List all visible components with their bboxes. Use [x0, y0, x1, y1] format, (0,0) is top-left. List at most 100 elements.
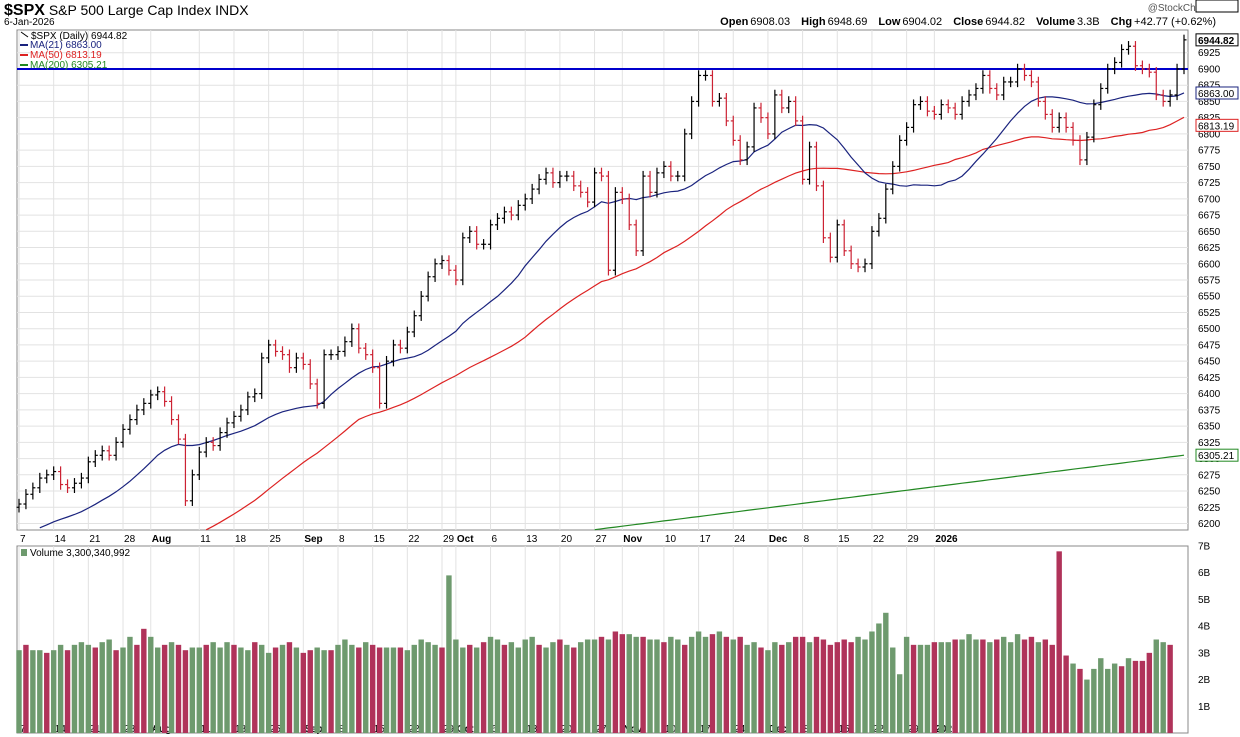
- ohlc-bar: [938, 99, 944, 120]
- ohlc-bar: [307, 359, 313, 390]
- ohlc-bar: [605, 170, 611, 276]
- low-label: Low: [878, 16, 901, 28]
- y-tick-label: 6875: [1198, 81, 1221, 92]
- ohlc-bar: [585, 187, 591, 208]
- x-tick-label: 29: [908, 534, 920, 545]
- ohlc-bar: [841, 219, 847, 256]
- volume-bar: [557, 639, 563, 733]
- y-tick-label: 6775: [1198, 146, 1221, 157]
- y-tick-label: 6225: [1198, 503, 1221, 514]
- volume-bar: [869, 631, 875, 733]
- volume-bar: [460, 647, 466, 733]
- ohlc-bar: [196, 446, 202, 480]
- volume-bar: [952, 639, 958, 733]
- volume-bar: [903, 636, 910, 733]
- volume-bar: [425, 642, 431, 733]
- ohlc-bar: [245, 391, 251, 416]
- volume-bar: [196, 647, 203, 733]
- volume-bar: [64, 650, 71, 733]
- volume-bar: [383, 647, 390, 733]
- ohlc-bar: [1008, 76, 1014, 88]
- volume-bar: [522, 639, 528, 733]
- volume-bar: [730, 639, 736, 733]
- volume-bar: [543, 647, 549, 733]
- ohlc-bar: [390, 339, 396, 367]
- volume-bar: [92, 647, 98, 733]
- ohlc-bar: [99, 445, 105, 461]
- ohlc-bar: [911, 99, 917, 133]
- ohlc-bar: [543, 167, 549, 185]
- volume-bar: [647, 639, 653, 733]
- volume-bar: [1084, 679, 1090, 733]
- last-price-tag-box: [1195, 33, 1239, 47]
- volume-bar: [640, 636, 646, 733]
- volume-bar: [369, 644, 376, 733]
- volume-bar: [57, 644, 64, 733]
- y-tick-label: 6900: [1198, 64, 1221, 75]
- open-label: Open: [720, 16, 749, 28]
- ohlc-bar: [592, 167, 598, 208]
- ma200-tag-box: [1195, 448, 1239, 462]
- volume-bar: [1091, 668, 1097, 733]
- x-tick-label: 24: [734, 534, 746, 545]
- x-tick-label: 6: [492, 534, 498, 545]
- x-tick-label: 15: [374, 534, 386, 545]
- volume-bar: [945, 642, 951, 733]
- volume-bar: [85, 644, 92, 733]
- x-tick-label: Sep: [304, 534, 322, 545]
- legend-title: $SPX (Daily) 6944.82: [31, 31, 128, 42]
- volume-bar: [446, 575, 452, 733]
- ohlc-bar: [1167, 89, 1173, 107]
- ohlc-bar: [1105, 63, 1111, 94]
- volume-bar: [453, 639, 459, 733]
- ma200-line: [594, 454, 1185, 531]
- change-value: +42.77 (+0.62%): [1134, 16, 1216, 28]
- volume-bar: [605, 639, 612, 733]
- volume-bar: [1118, 666, 1125, 733]
- volume-bar: [293, 647, 300, 733]
- ohlc-bar: [113, 437, 119, 461]
- y-tick-label: 6450: [1198, 357, 1221, 368]
- volume-bar: [619, 634, 626, 733]
- ohlc-bar: [397, 339, 403, 354]
- volume-bar: [744, 644, 750, 733]
- ohlc-bar: [952, 102, 958, 120]
- close-label: Close: [953, 16, 984, 28]
- volume-bar: [571, 647, 577, 733]
- y-tick-label: 6650: [1198, 227, 1221, 238]
- ohlc-bar: [314, 378, 320, 409]
- volume-bar: [1167, 644, 1173, 733]
- ohlc-bar: [709, 70, 715, 107]
- volume-bar: [695, 631, 702, 733]
- ohlc-bar: [217, 427, 223, 451]
- volume-bar: [252, 642, 258, 733]
- volume-bar: [259, 644, 265, 733]
- ohlc-bar: [106, 445, 112, 461]
- ohlc-bar: [411, 310, 417, 338]
- volume-tick-label: 4B: [1198, 622, 1211, 633]
- x-tick-label: 8: [804, 534, 810, 545]
- volume-bar: [245, 650, 251, 733]
- volume-bar: [1007, 642, 1014, 733]
- ohlc-bar: [349, 323, 355, 347]
- volume-bar: [314, 647, 320, 733]
- volume-legend-swatch: [21, 549, 27, 556]
- ohlc-bar: [786, 96, 792, 114]
- volume-bar: [786, 642, 792, 733]
- ohlc-bar: [1042, 96, 1048, 120]
- volume-bar: [286, 642, 293, 733]
- ohlc-bar: [231, 411, 237, 429]
- ohlc-bar: [827, 232, 833, 263]
- ohlc-bar: [612, 187, 618, 276]
- x-tick-label: Nov: [623, 534, 642, 545]
- y-tick-label: 6600: [1198, 259, 1221, 270]
- volume-bar: [1014, 634, 1021, 733]
- x-tick-label: 17: [700, 534, 712, 545]
- volume-bar: [668, 636, 674, 733]
- ma50-tag: 6813.19: [1198, 121, 1235, 132]
- x-tick-label: 15: [838, 534, 850, 545]
- ohlc-bar: [58, 466, 64, 490]
- ohlc-bar: [848, 245, 854, 269]
- x-tick-label: 13: [526, 534, 538, 545]
